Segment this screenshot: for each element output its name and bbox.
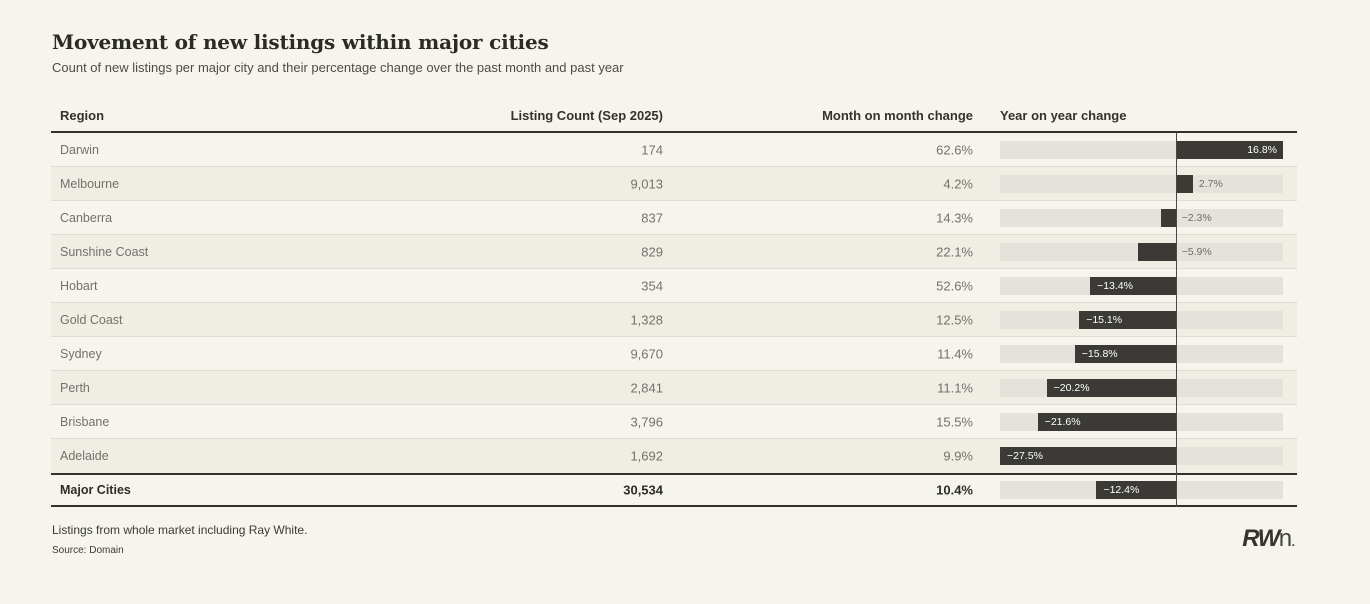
page-subtitle: Count of new listings per major city and… xyxy=(52,60,624,75)
region-cell: Melbourne xyxy=(60,176,120,191)
yoy-bar-cell: 2.7% xyxy=(1000,174,1283,193)
region-cell: Adelaide xyxy=(60,449,109,463)
mom-change-cell: 11.1% xyxy=(937,380,973,395)
mom-change-cell: 62.6% xyxy=(936,142,973,157)
yoy-bar-label: −12.4% xyxy=(1103,484,1140,496)
footnote-market: Listings from whole market including Ray… xyxy=(52,523,308,537)
yoy-bar xyxy=(1096,481,1176,499)
yoy-bar-cell: 16.8% xyxy=(1000,140,1283,159)
listing-count-cell: 1,692 xyxy=(630,448,663,464)
yoy-bar-cell: −27.5% xyxy=(1000,447,1283,465)
listing-count-cell: 174 xyxy=(641,142,663,157)
yoy-bar xyxy=(1175,140,1283,159)
listing-count-cell: 9,013 xyxy=(630,176,663,191)
listing-count-cell: 9,670 xyxy=(630,346,663,361)
yoy-bar-label: −5.9% xyxy=(1181,245,1212,258)
mom-change-cell: 10.4% xyxy=(936,482,973,498)
rwn-logo-dot: . xyxy=(1291,535,1295,549)
yoy-bar-label: 16.8% xyxy=(1247,143,1277,156)
yoy-bar-label: −15.1% xyxy=(1086,313,1123,326)
mom-change-cell: 4.2% xyxy=(943,176,973,191)
region-cell: Hobart xyxy=(60,278,98,293)
region-cell: Sunshine Coast xyxy=(60,244,149,259)
mom-change-cell: 11.4% xyxy=(937,346,973,361)
table-row: Melbourne 9,013 4.2% 2.7% xyxy=(51,167,1297,201)
region-cell: Brisbane xyxy=(60,414,110,429)
region-cell: Darwin xyxy=(60,142,99,157)
yoy-bar-label: −20.2% xyxy=(1053,381,1090,394)
yoy-bar-cell: −5.9% xyxy=(1000,242,1283,261)
yoy-bar-label: −15.8% xyxy=(1081,347,1118,360)
yoy-bar xyxy=(1079,310,1176,329)
yoy-bar-label: 2.7% xyxy=(1198,177,1223,190)
listing-count-cell: 837 xyxy=(641,210,663,225)
yoy-bar-cell: −13.4% xyxy=(1000,276,1283,295)
yoy-bar-cell: −12.4% xyxy=(1000,481,1283,499)
table-body: Darwin 174 62.6% 16.8% Melbourne 9,013 4… xyxy=(51,133,1297,507)
yoy-bar-label: −27.5% xyxy=(1007,450,1043,462)
yoy-bar-label: −2.3% xyxy=(1181,211,1212,224)
column-header-listing-count: Listing Count (Sep 2025) xyxy=(510,108,663,123)
region-cell: Perth xyxy=(60,380,90,395)
table-row: Major Cities 30,534 10.4% −12.4% xyxy=(51,473,1297,507)
yoy-bar-cell: −21.6% xyxy=(1000,412,1283,431)
yoy-bar xyxy=(1074,344,1176,363)
mom-change-cell: 15.5% xyxy=(936,414,973,429)
yoy-bar xyxy=(1090,276,1176,295)
region-cell: Sydney xyxy=(60,346,102,361)
table-row: Adelaide 1,692 9.9% −27.5% xyxy=(51,439,1297,473)
listing-count-cell: 30,534 xyxy=(623,482,663,498)
column-header-mom-change: Month on month change xyxy=(822,108,973,123)
mom-change-cell: 22.1% xyxy=(936,244,973,259)
listing-count-cell: 354 xyxy=(641,278,663,293)
column-header-region: Region xyxy=(60,108,105,123)
rwn-logo-n: n xyxy=(1278,525,1292,552)
yoy-bar-cell: −15.8% xyxy=(1000,344,1283,363)
zero-axis-line xyxy=(1176,133,1177,507)
mom-change-cell: 9.9% xyxy=(943,448,973,464)
mom-change-cell: 12.5% xyxy=(936,312,973,327)
page-title: Movement of new listings within major ci… xyxy=(52,30,549,54)
listing-count-cell: 829 xyxy=(641,244,663,259)
listing-count-cell: 2,841 xyxy=(630,380,663,395)
yoy-bar xyxy=(1137,242,1176,261)
report-container: Movement of new listings within major ci… xyxy=(51,0,1297,556)
region-cell: Major Cities xyxy=(60,483,131,497)
table-row: Hobart 354 52.6% −13.4% xyxy=(51,269,1297,303)
listing-count-cell: 3,796 xyxy=(630,414,663,429)
yoy-bar xyxy=(1175,174,1193,193)
listing-count-cell: 1,328 xyxy=(630,312,663,327)
bar-track xyxy=(1000,174,1283,193)
yoy-bar-label: −13.4% xyxy=(1097,279,1133,292)
table-row: Darwin 174 62.6% 16.8% xyxy=(51,133,1297,167)
rwn-logo-rw: RW xyxy=(1242,525,1280,552)
table-row: Sunshine Coast 829 22.1% −5.9% xyxy=(51,235,1297,269)
table-row: Gold Coast 1,328 12.5% −15.1% xyxy=(51,303,1297,337)
mom-change-cell: 52.6% xyxy=(936,278,973,293)
yoy-bar xyxy=(1160,208,1176,227)
table-header-row: Region Listing Count (Sep 2025) Month on… xyxy=(51,103,1297,133)
region-cell: Canberra xyxy=(60,210,113,225)
mom-change-cell: 14.3% xyxy=(936,210,973,225)
rwn-logo: RWn. xyxy=(1242,527,1295,554)
table-row: Perth 2,841 11.1% −20.2% xyxy=(51,371,1297,405)
yoy-bar-label: −21.6% xyxy=(1044,415,1081,428)
table-row: Canberra 837 14.3% −2.3% xyxy=(51,201,1297,235)
column-header-yoy-change: Year on year change xyxy=(1000,108,1127,123)
yoy-bar-cell: −2.3% xyxy=(1000,208,1283,227)
footnote-source: Source: Domain xyxy=(52,545,124,556)
yoy-bar xyxy=(1000,447,1176,465)
yoy-bar xyxy=(1046,378,1176,397)
yoy-bar-cell: −20.2% xyxy=(1000,378,1283,397)
table-row: Sydney 9,670 11.4% −15.8% xyxy=(51,337,1297,371)
bar-track xyxy=(1000,208,1283,227)
yoy-bar-cell: −15.1% xyxy=(1000,310,1283,329)
region-cell: Gold Coast xyxy=(60,312,123,327)
table-row: Brisbane 3,796 15.5% −21.6% xyxy=(51,405,1297,439)
yoy-bar xyxy=(1037,412,1176,431)
